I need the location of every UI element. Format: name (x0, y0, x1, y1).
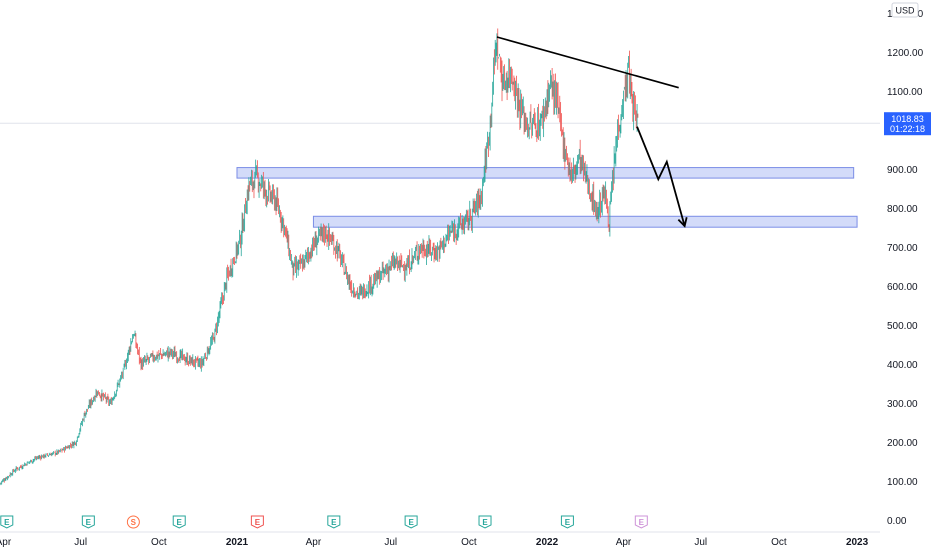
support-zone-2 (312, 215, 858, 228)
y-tick-label: 100.00 (887, 477, 918, 488)
event-label: S (131, 518, 137, 527)
y-tick-label: 200.00 (887, 438, 918, 449)
event-marker[interactable]: E (560, 515, 574, 529)
event-label: E (177, 518, 183, 527)
x-tick-label: Apr (306, 537, 322, 548)
countdown-timer: 01:22:18 (890, 124, 925, 134)
candles (0, 28, 639, 486)
earnings-icon (634, 515, 648, 529)
x-tick-label: 2022 (536, 537, 559, 548)
support-zone-1 (236, 167, 855, 179)
x-tick-label: Jul (694, 537, 707, 548)
event-marker[interactable]: E (327, 515, 341, 529)
y-tick-label: 500.00 (887, 321, 918, 332)
x-tick-label: Oct (461, 537, 477, 548)
event-label: E (639, 518, 645, 527)
event-label: E (565, 518, 571, 527)
x-axis: Apr Jul Oct 2021 Apr Jul Oct 2022 Apr Jul Oct 2023 (0, 531, 880, 548)
event-marker[interactable]: E (172, 515, 186, 529)
earnings-icon (404, 515, 418, 529)
currency-text: USD (895, 6, 915, 16)
event-marker[interactable]: E (81, 515, 95, 529)
y-tick-label: 0.00 (887, 516, 907, 527)
x-tick-label: Apr (0, 537, 12, 548)
y-tick-label: 400.00 (887, 360, 918, 371)
event-label: E (86, 518, 92, 527)
x-tick-label: Oct (771, 537, 787, 548)
earnings-icon (0, 515, 14, 529)
support-zones (236, 167, 858, 228)
drawings (496, 36, 688, 228)
x-tick-label: Oct (151, 537, 167, 548)
earnings-icon (478, 515, 492, 529)
event-label: E (331, 518, 337, 527)
event-marker[interactable]: E (404, 515, 418, 529)
x-tick-label: Apr (616, 537, 632, 548)
event-label: E (408, 518, 414, 527)
earnings-icon (81, 515, 95, 529)
resistance-trendline (496, 36, 679, 89)
earnings-icon (250, 515, 264, 529)
event-label: E (482, 518, 488, 527)
y-tick-label: 900.00 (887, 165, 918, 176)
event-marker[interactable]: E (0, 515, 14, 529)
projection-path (636, 126, 686, 227)
y-tick-label: 1200.00 (887, 48, 924, 59)
earnings-icon (560, 515, 574, 529)
y-tick-label: 300.00 (887, 399, 918, 410)
currency-label[interactable]: USD (891, 2, 919, 18)
y-tick-label: 600.00 (887, 282, 918, 293)
event-label: E (4, 518, 10, 527)
earnings-icon (172, 515, 186, 529)
x-tick-label: Jul (384, 537, 397, 548)
x-tick-label: Jul (74, 537, 87, 548)
y-axis: 0.00 100.00 200.00 300.00 400.00 500.00 600.00… (887, 9, 924, 527)
last-price-value: 1018.83 (891, 114, 924, 124)
event-marker[interactable]: E (478, 515, 492, 529)
event-label: E (255, 518, 261, 527)
y-tick-label: 700.00 (887, 243, 918, 254)
event-marker[interactable]: S (126, 515, 140, 529)
x-tick-label: 2021 (226, 537, 249, 548)
projection-arrowhead (677, 217, 688, 228)
x-tick-label: 2023 (846, 537, 869, 548)
y-tick-label: 1100.00 (887, 87, 923, 98)
earnings-icon (327, 515, 341, 529)
y-tick-label: 800.00 (887, 204, 918, 215)
event-marker[interactable]: E (250, 515, 264, 529)
event-marker[interactable]: E (634, 515, 648, 529)
last-price-tag: 1018.83 01:22:18 (884, 112, 931, 136)
split-icon (126, 515, 140, 529)
